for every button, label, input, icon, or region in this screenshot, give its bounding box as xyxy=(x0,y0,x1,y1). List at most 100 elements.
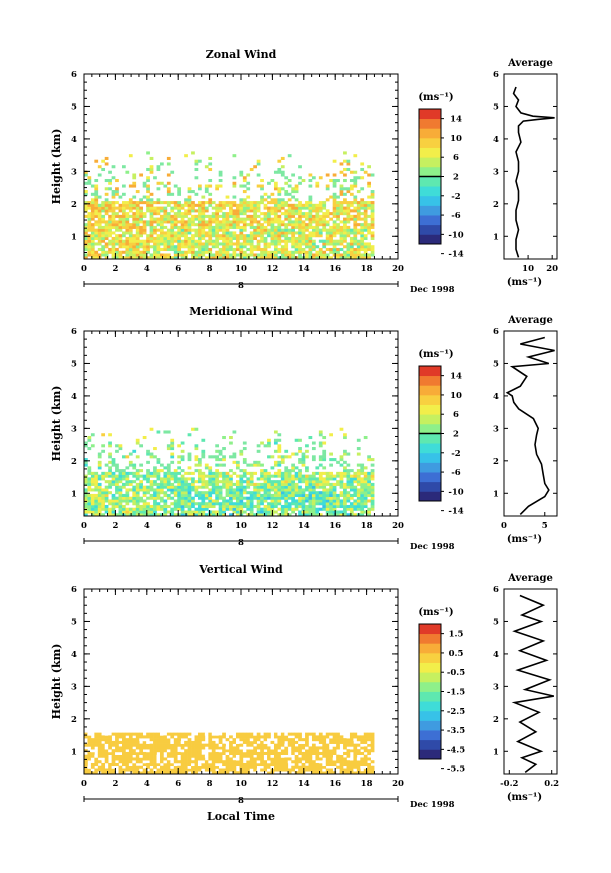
heatmap-cell xyxy=(242,738,247,742)
heatmap-cell xyxy=(222,206,226,210)
heatmap-cell xyxy=(108,507,112,511)
x-tick-label: 10 xyxy=(235,521,247,531)
heatmap-cell xyxy=(201,452,206,456)
heatmap-cell xyxy=(225,488,230,492)
heatmap-cell xyxy=(249,738,254,742)
heatmap-cell xyxy=(156,250,161,254)
heatmap-cell xyxy=(156,768,161,772)
heatmap-cell xyxy=(315,762,320,767)
heatmap-cell xyxy=(149,760,154,764)
colorbar-swatch xyxy=(419,234,441,245)
heatmap-cell xyxy=(201,203,206,207)
heatmap-cell xyxy=(229,469,233,473)
heatmap-cell xyxy=(322,217,327,221)
heatmap-cell xyxy=(111,757,116,761)
heatmap-cell xyxy=(149,510,154,514)
heatmap-cell xyxy=(115,190,119,194)
heatmap-cell xyxy=(298,245,302,249)
heatmap-cell xyxy=(249,239,254,243)
heatmap-cell xyxy=(235,480,240,484)
heatmap-cell xyxy=(90,493,95,497)
heatmap-cell xyxy=(363,236,368,240)
heatmap-cell xyxy=(260,751,264,755)
heatmap-cell xyxy=(111,768,116,772)
heatmap-cell xyxy=(367,181,371,185)
heatmap-cell xyxy=(115,228,119,232)
heatmap-cell xyxy=(101,474,106,478)
heatmap-cell xyxy=(253,740,257,744)
heatmap-cell xyxy=(135,749,140,753)
heatmap-cell xyxy=(308,203,313,207)
heatmap-cell xyxy=(108,482,112,486)
heatmap-cell xyxy=(121,242,126,246)
heatmap-cell xyxy=(111,463,116,467)
colorbar-swatch xyxy=(419,472,441,483)
heatmap-cell xyxy=(363,206,368,210)
heatmap-cell xyxy=(194,214,199,218)
heatmap-cell xyxy=(84,201,88,205)
heatmap-cell xyxy=(128,740,133,744)
heatmap-cell xyxy=(260,746,264,750)
heatmap-cell xyxy=(298,217,302,221)
heatmap-cell xyxy=(308,504,313,509)
heatmap-cell xyxy=(339,184,344,188)
heatmap-cell xyxy=(142,214,147,218)
heatmap-cell xyxy=(218,201,223,205)
heatmap-cell xyxy=(194,250,199,254)
heatmap-cell xyxy=(370,247,375,252)
heatmap-cell xyxy=(332,159,337,163)
heatmap-cell xyxy=(246,256,251,260)
heatmap-cell xyxy=(277,491,282,495)
heatmap-cell xyxy=(336,496,340,500)
heatmap-cell xyxy=(194,239,199,243)
heatmap-cell xyxy=(322,771,327,775)
heatmap-cell xyxy=(242,256,247,260)
heatmap-cell xyxy=(249,513,254,517)
heatmap-cell xyxy=(294,488,299,492)
heatmap-cell xyxy=(232,234,237,238)
heatmap-cell xyxy=(87,485,92,489)
heatmap-cell xyxy=(211,239,216,243)
heatmap-cell xyxy=(211,513,216,517)
heatmap-cell xyxy=(204,760,209,764)
heatmap-cell xyxy=(191,496,195,500)
heatmap-cell xyxy=(156,212,161,216)
heatmap-cell xyxy=(273,499,278,503)
heatmap-cell xyxy=(87,765,92,769)
heatmap-cell xyxy=(367,195,371,199)
heatmap-cell xyxy=(197,510,202,514)
heatmap-cell xyxy=(349,239,354,243)
heatmap-cell xyxy=(322,242,327,246)
heatmap-cell xyxy=(253,228,257,232)
heatmap-cell xyxy=(156,167,161,172)
heatmap-cell xyxy=(343,187,347,191)
heatmap-cell xyxy=(346,209,351,213)
y-tick-label: 2 xyxy=(71,457,77,467)
heatmap-cell xyxy=(318,441,323,445)
heatmap-cell xyxy=(166,760,171,764)
heatmap-cell xyxy=(315,771,320,775)
heatmap-cell xyxy=(159,738,164,742)
heatmap-cell xyxy=(159,234,164,238)
heatmap-cell xyxy=(218,504,223,509)
heatmap-cell xyxy=(287,738,292,742)
heatmap-cell xyxy=(267,250,271,254)
heatmap-cell xyxy=(339,256,344,260)
heatmap-cell xyxy=(242,209,247,213)
heatmap-cell xyxy=(280,245,285,249)
heatmap-cell xyxy=(166,162,171,166)
heatmap-cell xyxy=(173,743,178,747)
heatmap-cell xyxy=(173,754,178,758)
heatmap-cell xyxy=(204,209,209,213)
heatmap-cell xyxy=(253,504,257,509)
average-x-tick-label: 20 xyxy=(546,264,558,274)
heatmap-cell xyxy=(184,751,188,755)
heatmap-cell xyxy=(270,493,275,497)
heatmap-cell xyxy=(270,178,275,183)
heatmap-cell xyxy=(173,757,178,761)
heatmap-cell xyxy=(177,239,182,243)
heatmap-cell xyxy=(256,768,261,772)
heatmap-cell xyxy=(125,474,130,478)
heatmap-cell xyxy=(166,214,171,218)
heatmap-cell xyxy=(135,214,140,218)
